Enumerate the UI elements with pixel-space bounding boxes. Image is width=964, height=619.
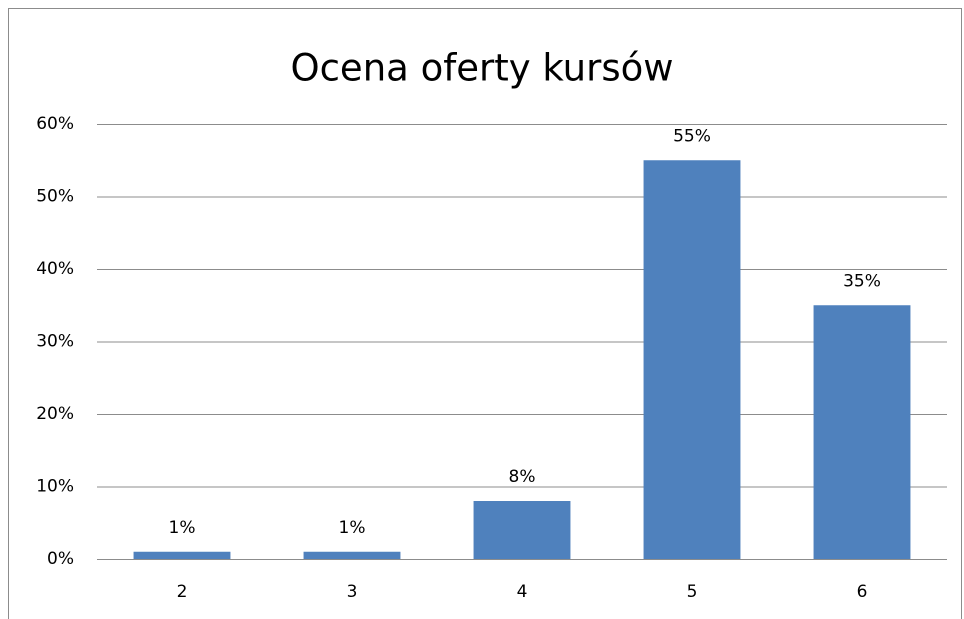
chart-title: Ocena oferty kursów <box>290 47 673 90</box>
data-label: 35% <box>843 271 881 291</box>
data-label: 1% <box>169 518 196 538</box>
bar <box>303 551 401 559</box>
x-tick-label: 4 <box>517 582 528 602</box>
bar <box>133 551 231 559</box>
bar <box>813 305 911 559</box>
x-tick-label: 6 <box>857 582 868 602</box>
y-tick-label: 30% <box>36 332 74 352</box>
x-tick-label: 2 <box>177 582 188 602</box>
y-tick-label: 20% <box>36 404 74 424</box>
bar <box>643 160 741 559</box>
data-label: 1% <box>339 518 366 538</box>
x-tick-label: 3 <box>347 582 358 602</box>
bar <box>473 501 571 559</box>
y-tick-label: 10% <box>36 477 74 497</box>
x-tick-label: 5 <box>687 582 698 602</box>
data-label: 8% <box>509 467 536 487</box>
y-tick-label: 40% <box>36 259 74 279</box>
y-tick-label: 50% <box>36 187 74 207</box>
data-label: 55% <box>673 126 711 146</box>
y-tick-label: 60% <box>36 114 74 134</box>
y-tick-label: 0% <box>47 549 74 569</box>
